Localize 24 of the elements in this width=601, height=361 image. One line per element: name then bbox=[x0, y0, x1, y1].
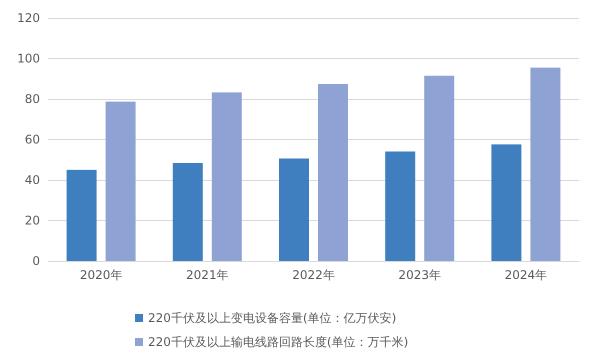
x-tick-label: 2024年 bbox=[504, 268, 548, 282]
bar bbox=[491, 144, 522, 261]
bar bbox=[385, 151, 416, 261]
x-tick-label: 2020年 bbox=[80, 268, 122, 282]
bar bbox=[424, 76, 454, 261]
legend-label: 220千伏及以上变电设备容量(单位：亿万伏安) bbox=[148, 311, 396, 325]
y-tick-label: 60 bbox=[24, 132, 40, 146]
legend-label: 220千伏及以上输电线路回路长度(单位：万千米) bbox=[148, 335, 408, 349]
bar bbox=[106, 102, 136, 261]
y-tick-label: 0 bbox=[32, 254, 40, 268]
y-tick-label: 40 bbox=[24, 173, 40, 187]
x-tick-label: 2022年 bbox=[292, 268, 335, 282]
bar bbox=[172, 162, 203, 261]
bar bbox=[530, 68, 560, 261]
bar bbox=[212, 92, 242, 261]
y-tick-label: 120 bbox=[17, 11, 40, 25]
y-tick-label: 20 bbox=[24, 214, 40, 228]
y-tick-label: 100 bbox=[17, 52, 40, 66]
bar bbox=[318, 84, 348, 261]
x-tick-label: 2023年 bbox=[398, 268, 441, 282]
bar bbox=[66, 170, 97, 261]
y-tick-label: 80 bbox=[24, 92, 40, 106]
x-tick-label: 2021年 bbox=[186, 268, 229, 282]
bar bbox=[279, 158, 309, 261]
